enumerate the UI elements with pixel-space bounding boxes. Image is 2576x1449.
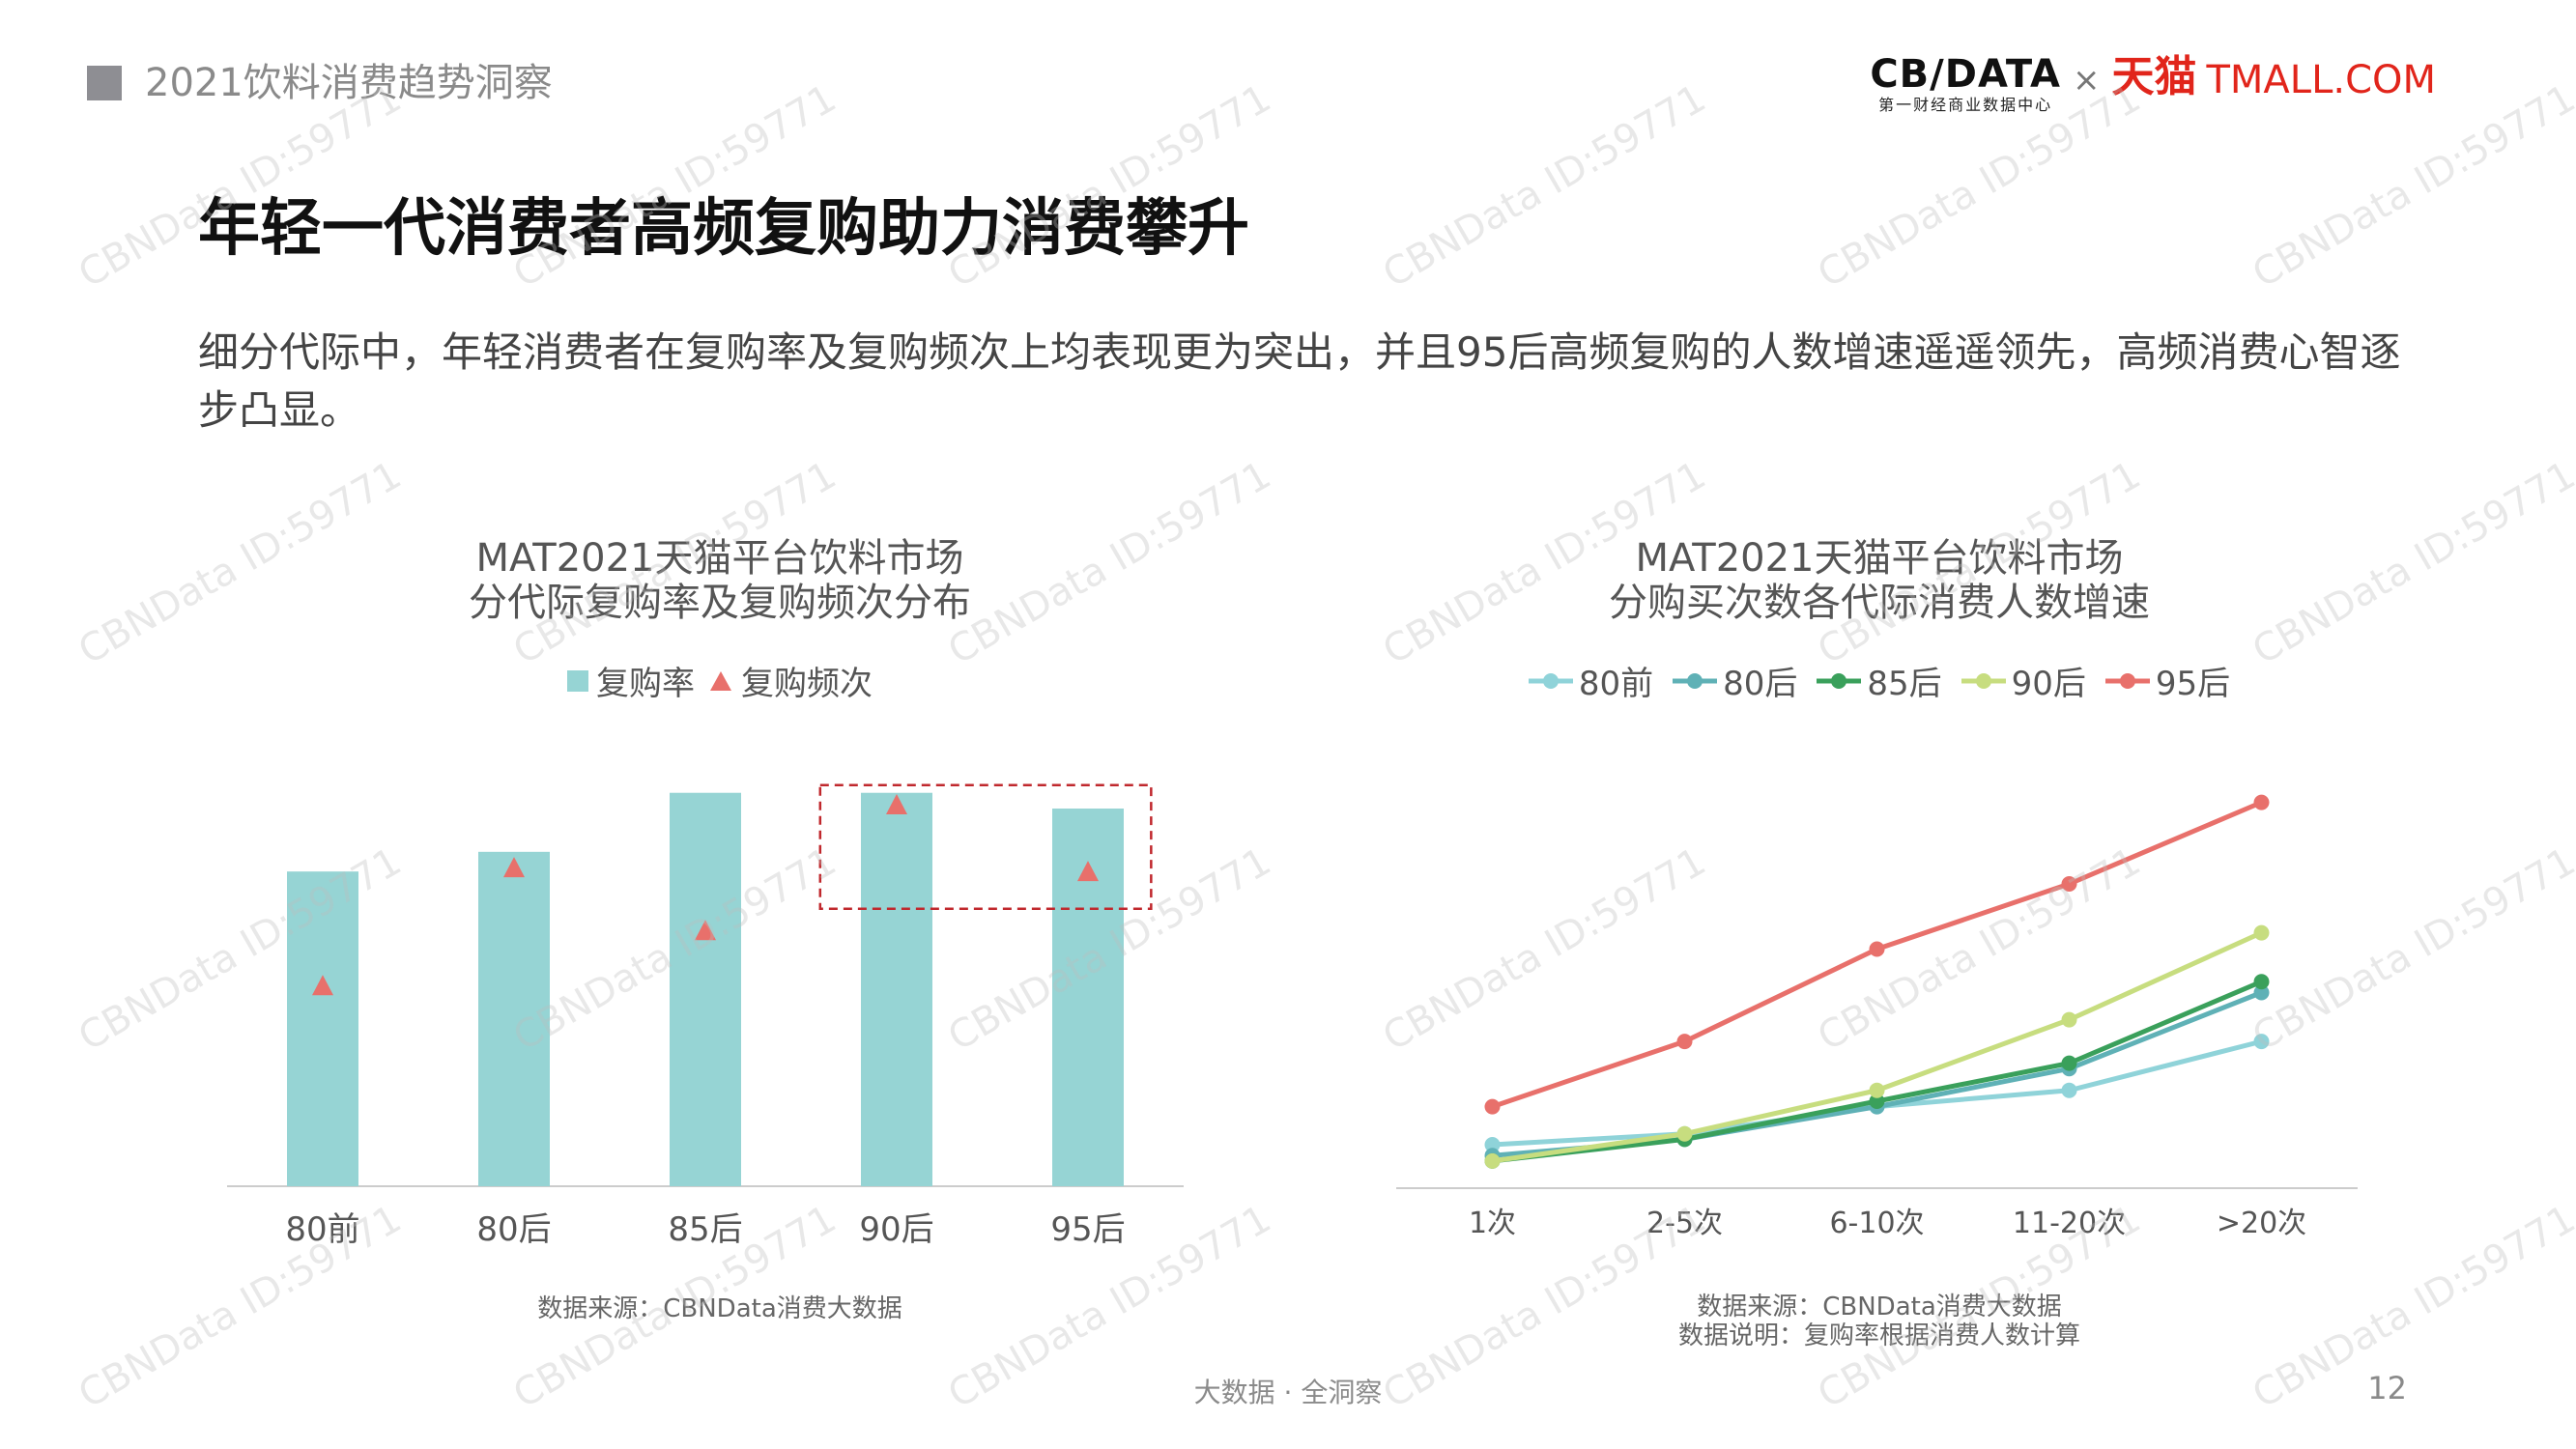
point-90后-2-5次 — [1676, 1125, 1693, 1142]
bar-x-tick-label: 85后 — [668, 1210, 742, 1249]
report-title: 2021饮料消费趋势洞察 — [145, 61, 553, 105]
line-chart-note-text: 数据说明：复购率根据消费人数计算 — [1677, 1321, 2080, 1350]
legend-item-85后: 85后 — [1817, 657, 1942, 704]
legend-label: 95后 — [2155, 665, 2231, 703]
legend-bar-label: 复购率 — [596, 665, 695, 703]
line-x-tick-label: 1次 — [1469, 1207, 1516, 1240]
legend-swatch — [1961, 672, 2006, 689]
point-90后-6-10次 — [1869, 1082, 1885, 1098]
bar-chart-title-line1: MAT2021天猫平台饮料市场 — [475, 536, 964, 581]
point-80前->20次 — [2253, 1034, 2270, 1050]
bar-80前 — [287, 871, 358, 1186]
triangle-80后 — [503, 857, 525, 878]
triangle-90后 — [886, 793, 907, 814]
legend-label: 80前 — [1578, 665, 1654, 703]
bar-chart-title-line2: 分代际复购率及复购频次分布 — [469, 581, 971, 625]
bar-chart: 80前 80后 85后 90后 95后 — [227, 783, 1184, 1249]
legend-swatch — [2104, 672, 2150, 689]
header-square-icon — [87, 66, 122, 100]
point-95后-11-20次 — [2061, 876, 2077, 892]
legend-triangle-label: 复购频次 — [741, 665, 873, 703]
bar-80后 — [478, 851, 550, 1186]
triangle-80前 — [312, 975, 333, 996]
legend-item-80前: 80前 — [1528, 657, 1654, 704]
legend-item-95后: 95后 — [2104, 657, 2231, 704]
page-title: 年轻一代消费者高频复购助力消费攀升 — [198, 193, 1249, 265]
bar-x-tick-label: 80后 — [476, 1210, 551, 1249]
line-chart-title-line1: MAT2021天猫平台饮料市场 — [1635, 536, 2124, 581]
triangle-85后 — [695, 920, 716, 941]
bar-x-tick-label: 80前 — [285, 1210, 359, 1249]
legend-swatch — [1673, 672, 1718, 689]
watermark-text: CBNData ID:59771 — [1375, 75, 1714, 298]
line-chart: 1次 2-5次 6-10次 11-20次 >20次 — [1396, 794, 2358, 1240]
point-80前-1次 — [1484, 1137, 1501, 1152]
line-x-tick-label: 11-20次 — [2013, 1207, 2126, 1240]
bar-x-tick-label: 95后 — [1050, 1210, 1125, 1249]
point-80前-11-20次 — [2061, 1082, 2077, 1098]
line-chart-title: MAT2021天猫平台饮料市场 分购买次数各代际消费人数增速 — [1382, 536, 2377, 625]
line-chart-title-line2: 分购买次数各代际消费人数增速 — [1609, 581, 2150, 625]
tmall-logo-en: TMALL.COM — [2206, 58, 2436, 102]
point-95后-6-10次 — [1869, 941, 1885, 957]
highlight-box — [818, 783, 1153, 910]
legend-bar-swatch — [567, 669, 588, 692]
line-x-tick-label: 6-10次 — [1829, 1207, 1924, 1240]
bar-chart-source: 数据来源：CBNData消费大数据 — [537, 1294, 902, 1323]
times-symbol: × — [2072, 61, 2101, 99]
line-chart-source-text: 数据来源：CBNData消费大数据 — [1697, 1293, 2062, 1321]
bar-chart-title: MAT2021天猫平台饮料市场 分代际复购率及复购频次分布 — [222, 536, 1217, 625]
point-85后-6-10次 — [1869, 1094, 1885, 1109]
footer-slogan: 大数据 · 全洞察 — [1193, 1377, 1383, 1408]
legend-triangle-swatch — [710, 670, 731, 691]
bar-x-tick-label: 90后 — [859, 1210, 933, 1249]
legend-swatch — [1817, 672, 1862, 689]
brand-logos: CB∕DATA 第一财经商业数据中心 × 天猫 TMALL.COM — [1870, 53, 2436, 130]
page-summary: 细分代际中，年轻消费者在复购率及复购频次上均表现更为突出，并且95后高频复购的人… — [198, 328, 2401, 434]
legend-swatch — [1528, 672, 1573, 689]
bar-chart-legend: 复购率 复购频次 — [222, 657, 1217, 704]
bar-90后 — [861, 792, 932, 1186]
triangle-95后 — [1077, 861, 1099, 882]
legend-item-80后: 80后 — [1673, 657, 1797, 704]
cbndata-logo: CB∕DATA 第一财经商业数据中心 — [1870, 53, 2061, 115]
legend-label: 85后 — [1867, 665, 1942, 703]
legend-label: 90后 — [2011, 665, 2086, 703]
point-85后-11-20次 — [2061, 1055, 2077, 1071]
point-90后-1次 — [1484, 1152, 1501, 1169]
legend-item-90后: 90后 — [1961, 657, 2086, 704]
tmall-logo-cn: 天猫 — [2111, 52, 2197, 101]
point-90后->20次 — [2253, 924, 2270, 941]
cbndata-tagline: 第一财经商业数据中心 — [1878, 96, 2053, 114]
line-x-tick-label: >20次 — [2217, 1207, 2306, 1240]
point-95后-2-5次 — [1676, 1034, 1693, 1050]
point-95后->20次 — [2253, 794, 2270, 810]
point-90后-11-20次 — [2061, 1011, 2077, 1028]
bar-85后 — [670, 792, 741, 1186]
point-95后-1次 — [1484, 1098, 1501, 1115]
legend-label: 80后 — [1723, 665, 1798, 703]
point-85后->20次 — [2253, 974, 2270, 990]
line-x-tick-label: 2-5次 — [1646, 1207, 1723, 1240]
cbndata-wordmark: CB∕DATA — [1870, 52, 2061, 97]
line-chart-legend: 80前 80后 85后 90后 95后 — [1382, 657, 2377, 704]
line-chart-source: 数据来源：CBNData消费大数据 数据说明：复购率根据消费人数计算 — [1382, 1293, 2377, 1350]
point-80后->20次 — [2253, 984, 2270, 1001]
series-line-90后 — [1492, 930, 2263, 1164]
page-number: 12 — [2367, 1370, 2407, 1406]
